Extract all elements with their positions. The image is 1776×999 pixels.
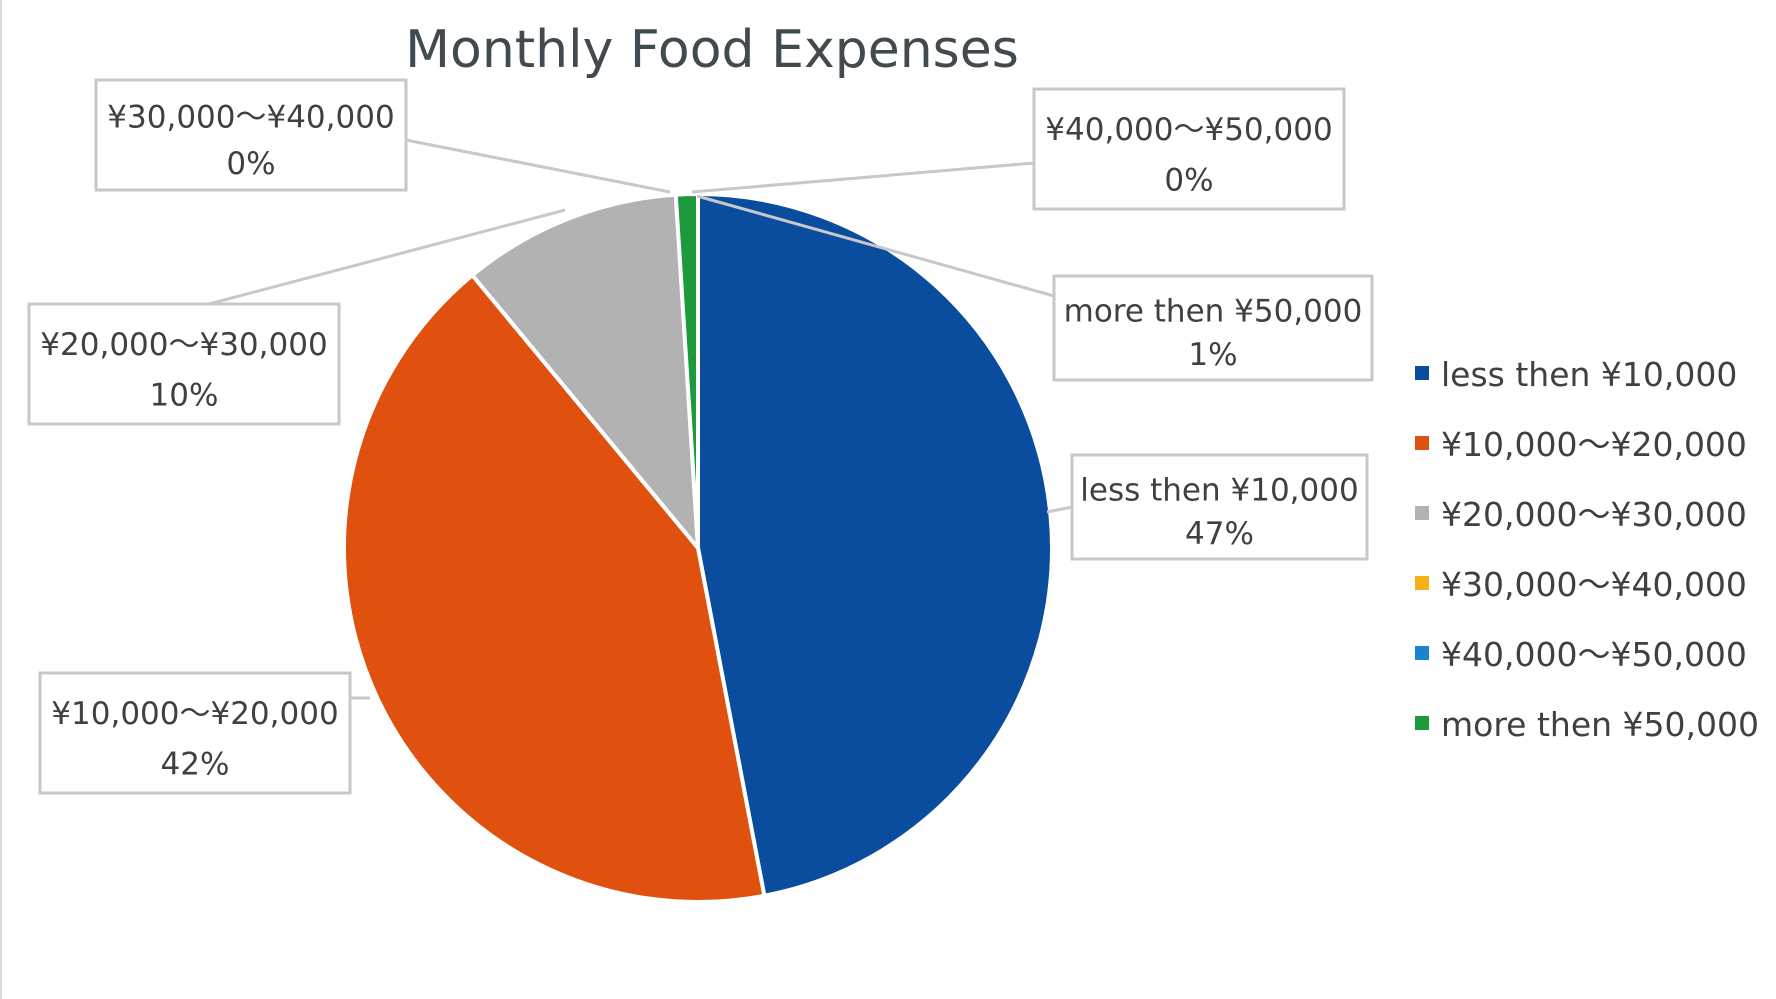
legend-item: ¥10,000～¥20,000: [1415, 425, 1747, 464]
data-label-callout: ¥30,000～¥40,000 0%: [94, 78, 408, 192]
data-label-category: less then ¥10,000: [1080, 472, 1358, 508]
chart-title: Monthly Food Expenses: [405, 20, 1019, 80]
data-label-percent: 0%: [1164, 163, 1213, 199]
legend-label: more then ¥50,000: [1441, 705, 1759, 744]
legend-label: ¥40,000～¥50,000: [1441, 635, 1747, 674]
legend-swatch: [1415, 646, 1429, 660]
legend-item: less then ¥10,000: [1415, 355, 1737, 394]
data-label-category: ¥10,000～¥20,000: [51, 696, 338, 732]
leader-line: [696, 194, 1055, 298]
legend-swatch: [1415, 716, 1429, 730]
legend-swatch: [1415, 576, 1429, 590]
data-label-category: ¥20,000～¥30,000: [40, 327, 327, 363]
pie-slice: [696, 192, 1054, 898]
pie-slice: [673, 192, 700, 550]
data-label-callout: more then ¥50,000 1%: [1052, 274, 1374, 382]
data-label-box: [38, 671, 352, 795]
data-label-callout: less then ¥10,000 47%: [1070, 453, 1369, 561]
data-label-callout: ¥40,000～¥50,000 0%: [1032, 87, 1346, 211]
pie-slice: [470, 192, 700, 550]
data-label-box: [1070, 453, 1369, 561]
data-label-callout: ¥20,000～¥30,000 10%: [27, 302, 341, 426]
legend-label: ¥20,000～¥30,000: [1441, 495, 1747, 534]
data-label-percent: 10%: [150, 378, 219, 414]
data-label-category: ¥30,000～¥40,000: [107, 100, 394, 136]
legend-item: ¥20,000～¥30,000: [1415, 495, 1747, 534]
data-label-percent: 47%: [1185, 516, 1254, 552]
pie-slice: [342, 273, 767, 904]
leader-line: [208, 208, 566, 306]
legend-swatch: [1415, 366, 1429, 380]
leader-line: [691, 161, 1035, 194]
data-label-percent: 1%: [1188, 337, 1237, 373]
data-label-category: ¥40,000～¥50,000: [1045, 112, 1332, 148]
legend-item: ¥30,000～¥40,000: [1415, 565, 1747, 604]
data-label-percent: 42%: [161, 747, 230, 783]
legend-label: ¥10,000～¥20,000: [1441, 425, 1747, 464]
data-label-box: [94, 78, 408, 192]
legend-label: ¥30,000～¥40,000: [1441, 565, 1747, 604]
data-label-percent: 0%: [226, 146, 275, 182]
data-label-box: [1032, 87, 1346, 211]
legend-item: more then ¥50,000: [1415, 705, 1759, 744]
legend-label: less then ¥10,000: [1441, 355, 1737, 394]
leader-line: [1046, 505, 1073, 514]
data-label-box: [27, 302, 341, 426]
data-label-callout: ¥10,000～¥20,000 42%: [38, 671, 352, 795]
data-label-box: [1052, 274, 1374, 382]
legend-swatch: [1415, 506, 1429, 520]
legend-item: ¥40,000～¥50,000: [1415, 635, 1747, 674]
data-label-category: more then ¥50,000: [1064, 293, 1363, 329]
legend-swatch: [1415, 436, 1429, 450]
leader-line: [405, 138, 671, 194]
